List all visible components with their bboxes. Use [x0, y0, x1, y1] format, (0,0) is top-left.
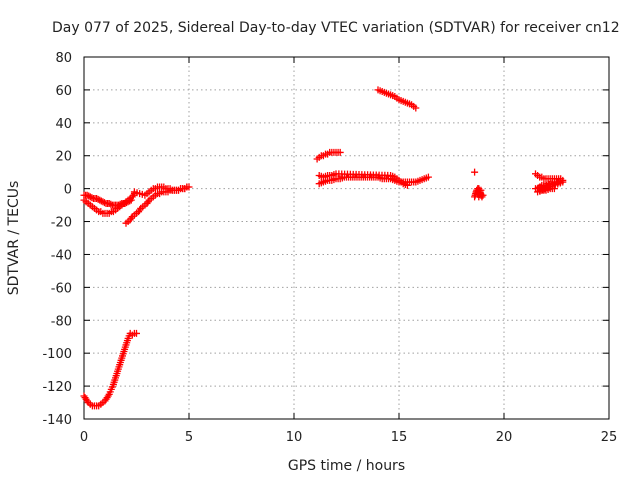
data-point-arc-lower-u: [129, 191, 137, 199]
data-point-arc-upper-u: [121, 199, 129, 207]
data-point-arc-upper-u: [127, 196, 135, 204]
data-point-arc-upper-u: [115, 201, 123, 209]
x-tick-label: 0: [80, 430, 88, 445]
data-point-arc-upper-u: [83, 191, 91, 199]
data-point-arc-deep-dip: [83, 397, 91, 405]
y-tick-label: 60: [55, 84, 72, 99]
data-point-arc-deep-dip: [104, 392, 112, 400]
data-point-arc-upper-u: [94, 195, 102, 203]
data-point-arc-upper-u: [126, 197, 134, 205]
data-point-arc-mid-cluster: [185, 183, 193, 191]
data-point-arc-upper-u: [107, 200, 115, 208]
data-point-arc-rise: [127, 214, 135, 222]
x-tick-label: 10: [286, 430, 303, 445]
data-point-arc-upper-u: [88, 194, 96, 202]
data-point-arc-18-7h: [477, 186, 485, 194]
data-point-arc-upper-u: [93, 195, 101, 203]
y-tick-label: -80: [51, 314, 72, 329]
y-tick-label: 0: [64, 183, 72, 198]
data-point-arc-upper-u: [99, 198, 107, 206]
y-tick-label: -40: [51, 248, 72, 263]
y-tick-label: -140: [42, 413, 72, 428]
data-point-arc-upper-u: [116, 200, 124, 208]
y-tick-label: -20: [51, 216, 72, 231]
x-tick-label: 15: [391, 430, 408, 445]
data-point-arc-deep-dip: [133, 329, 140, 337]
y-tick-label: -60: [51, 281, 72, 296]
data-point-arc-rise: [144, 198, 152, 206]
y-axis: -140 -120 -100 -80 -60 -40 -20 0 20 40 60 80: [42, 51, 609, 428]
data-point-arc-22h: [550, 185, 558, 193]
x-tick-label: 5: [185, 430, 193, 445]
data-point-arc-upper-u: [123, 199, 131, 207]
data-point-arc-11h-spread: [403, 181, 411, 189]
y-tick-label: -100: [42, 347, 72, 362]
data-point-arc-upper-u: [86, 193, 94, 201]
data-point-outlier-18-6h: [471, 168, 479, 176]
y-tick-label: 40: [55, 117, 72, 132]
data-point-arc-upper-u: [124, 198, 132, 206]
x-tick-label: 20: [496, 430, 513, 445]
data-point-arc-11h-upper: [336, 148, 344, 156]
y-tick-label: -120: [42, 380, 72, 395]
y-tick-label: 20: [55, 150, 72, 165]
data-point-arc-upper-u: [105, 199, 113, 207]
y-axis-label: SDTVAR / TECUs: [6, 181, 22, 296]
data-points: [80, 86, 567, 410]
data-point-arc-11h-lower: [424, 173, 432, 181]
x-axis-label: GPS time / hours: [288, 458, 405, 474]
data-point-arc-60-decline: [412, 104, 420, 112]
x-axis: 0 5 10 15 20 25: [80, 57, 617, 445]
data-point-arc-upper-u: [97, 197, 105, 205]
data-point-arc-upper-u: [100, 199, 108, 207]
x-tick-label: 25: [601, 430, 618, 445]
gridlines: [84, 57, 609, 419]
chart-title: Day 077 of 2025, Sidereal Day-to-day VTE…: [52, 20, 620, 36]
y-tick-label: 80: [55, 51, 72, 66]
plot-frame: [83, 56, 610, 420]
data-point-arc-rise: [136, 206, 144, 214]
data-point-arc-upper-u: [96, 196, 104, 204]
data-point-arc-upper-u: [85, 192, 93, 200]
